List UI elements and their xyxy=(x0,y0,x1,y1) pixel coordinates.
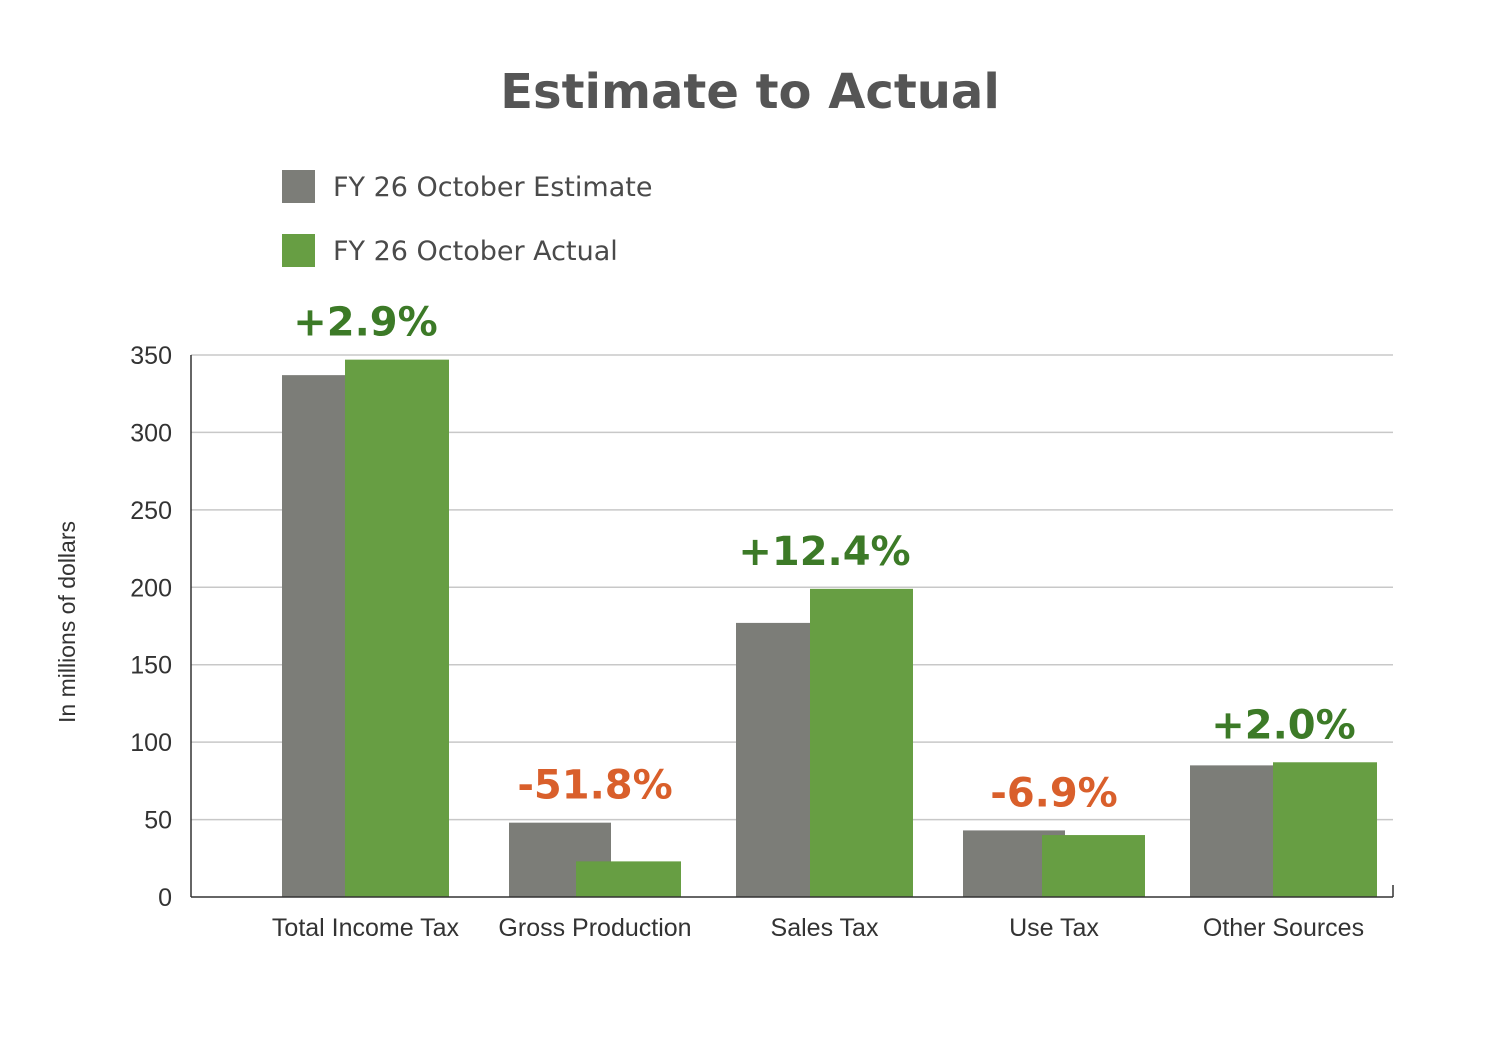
category-label: Other Sources xyxy=(1203,914,1364,942)
bar-actual xyxy=(810,588,913,897)
y-tick-label: 100 xyxy=(130,729,172,757)
bar-actual xyxy=(1042,835,1145,897)
bar-estimate xyxy=(736,622,810,897)
legend-label-estimate: FY 26 October Estimate xyxy=(333,172,652,203)
legend: FY 26 October Estimate FY 26 October Act… xyxy=(282,170,652,267)
bars xyxy=(282,359,1377,897)
y-tick-label: 50 xyxy=(144,807,172,835)
percent-change-label: +2.0% xyxy=(1211,702,1355,748)
bar-actual xyxy=(345,359,449,897)
chart-title: Estimate to Actual xyxy=(500,64,1000,120)
legend-label-actual: FY 26 October Actual xyxy=(333,236,618,267)
y-tick-label: 350 xyxy=(130,342,172,370)
percent-labels: +2.9% -51.8% +12.4% -6.9% +2.0% xyxy=(293,300,1355,817)
percent-change-label: +12.4% xyxy=(738,529,910,575)
y-axis-ticks: 0 50 100 150 200 250 300 350 xyxy=(130,342,172,912)
y-axis-label: In millions of dollars xyxy=(54,521,80,723)
legend-swatch-actual xyxy=(282,234,315,267)
category-label: Gross Production xyxy=(498,914,691,942)
percent-change-label: +2.9% xyxy=(293,300,437,346)
y-tick-label: 300 xyxy=(130,419,172,447)
axes xyxy=(190,355,1394,898)
bar-estimate xyxy=(1190,765,1275,897)
percent-change-label: -6.9% xyxy=(990,770,1118,816)
bar-actual xyxy=(576,861,681,897)
percent-change-label: -51.8% xyxy=(517,763,672,809)
category-label: Sales Tax xyxy=(771,914,879,942)
bar-actual xyxy=(1273,762,1377,897)
y-tick-label: 200 xyxy=(130,574,172,602)
y-tick-label: 150 xyxy=(130,652,172,680)
category-labels: Total Income Tax Gross Production Sales Ta… xyxy=(272,914,1364,942)
legend-swatch-estimate xyxy=(282,170,315,203)
category-label: Use Tax xyxy=(1009,914,1099,942)
y-tick-label: 250 xyxy=(130,497,172,525)
y-tick-label: 0 xyxy=(158,884,172,912)
category-label: Total Income Tax xyxy=(272,914,460,942)
